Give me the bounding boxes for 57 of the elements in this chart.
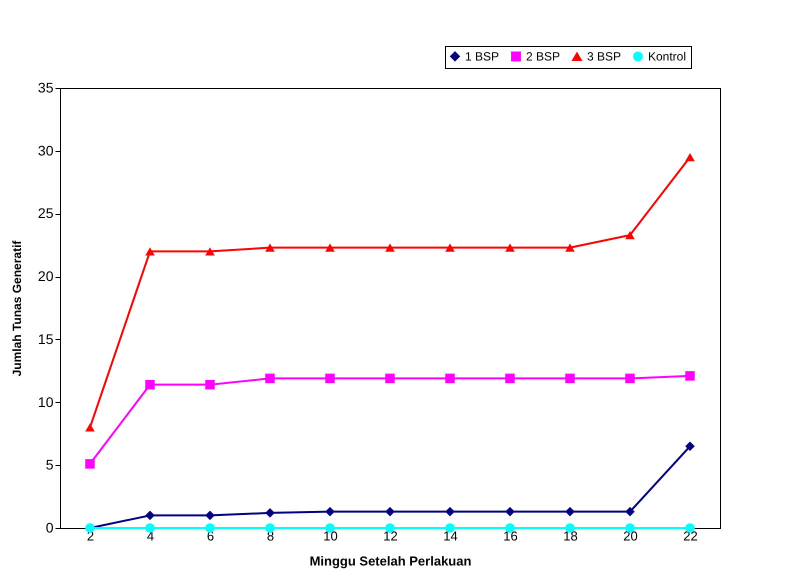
point	[205, 510, 215, 520]
point	[625, 374, 635, 384]
y-tick-label: 10	[38, 394, 54, 410]
point	[145, 510, 155, 520]
point	[445, 374, 455, 384]
x-tick-label: 22	[683, 528, 698, 544]
point	[145, 523, 155, 533]
x-tick-label: 4	[146, 528, 154, 544]
point	[145, 247, 155, 256]
legend-label: 1 BSP	[465, 49, 500, 64]
y-tick-label: 20	[38, 268, 54, 284]
point	[265, 374, 275, 384]
point	[505, 244, 515, 252]
point	[265, 523, 275, 533]
point	[505, 374, 515, 384]
point	[385, 374, 395, 384]
x-axis-title: Minggu Setelah Perlakuan	[310, 554, 472, 568]
y-tick-label: 30	[38, 142, 54, 158]
point	[565, 506, 575, 516]
point	[385, 244, 395, 252]
point	[385, 506, 395, 516]
y-tick-label: 5	[46, 456, 54, 473]
point	[445, 506, 455, 516]
point	[265, 508, 275, 518]
point	[265, 244, 275, 252]
y-tick-label: 25	[38, 205, 54, 222]
x-tick-label: 10	[323, 528, 338, 544]
legend-label: 2 BSP	[526, 49, 560, 64]
y-tick-label: 35	[38, 80, 54, 96]
legend-label: Kontrol	[648, 49, 686, 64]
point	[325, 506, 335, 516]
y-tick-label: 15	[38, 330, 54, 347]
x-tick-label: 16	[503, 528, 518, 544]
y-axis-title: Jumlah Tunas Generatif	[10, 240, 24, 376]
point	[85, 459, 95, 469]
x-tick-label: 18	[563, 528, 578, 544]
point	[625, 230, 635, 240]
point	[205, 523, 215, 533]
point	[205, 380, 215, 390]
point	[145, 380, 155, 390]
x-tick-label: 20	[623, 528, 638, 544]
point	[325, 374, 335, 384]
point	[565, 244, 575, 252]
point	[85, 423, 95, 432]
point	[445, 244, 455, 252]
point	[205, 247, 215, 256]
point	[325, 244, 335, 252]
point	[685, 153, 695, 162]
x-tick-label: 14	[443, 528, 458, 544]
legend-label: 3 BSP	[587, 50, 622, 64]
point	[565, 374, 575, 384]
x-tick-label: 12	[383, 528, 398, 544]
point	[685, 371, 695, 381]
point	[625, 506, 635, 516]
point	[505, 506, 515, 516]
point	[685, 442, 695, 452]
y-tick-label: 0	[46, 520, 54, 536]
